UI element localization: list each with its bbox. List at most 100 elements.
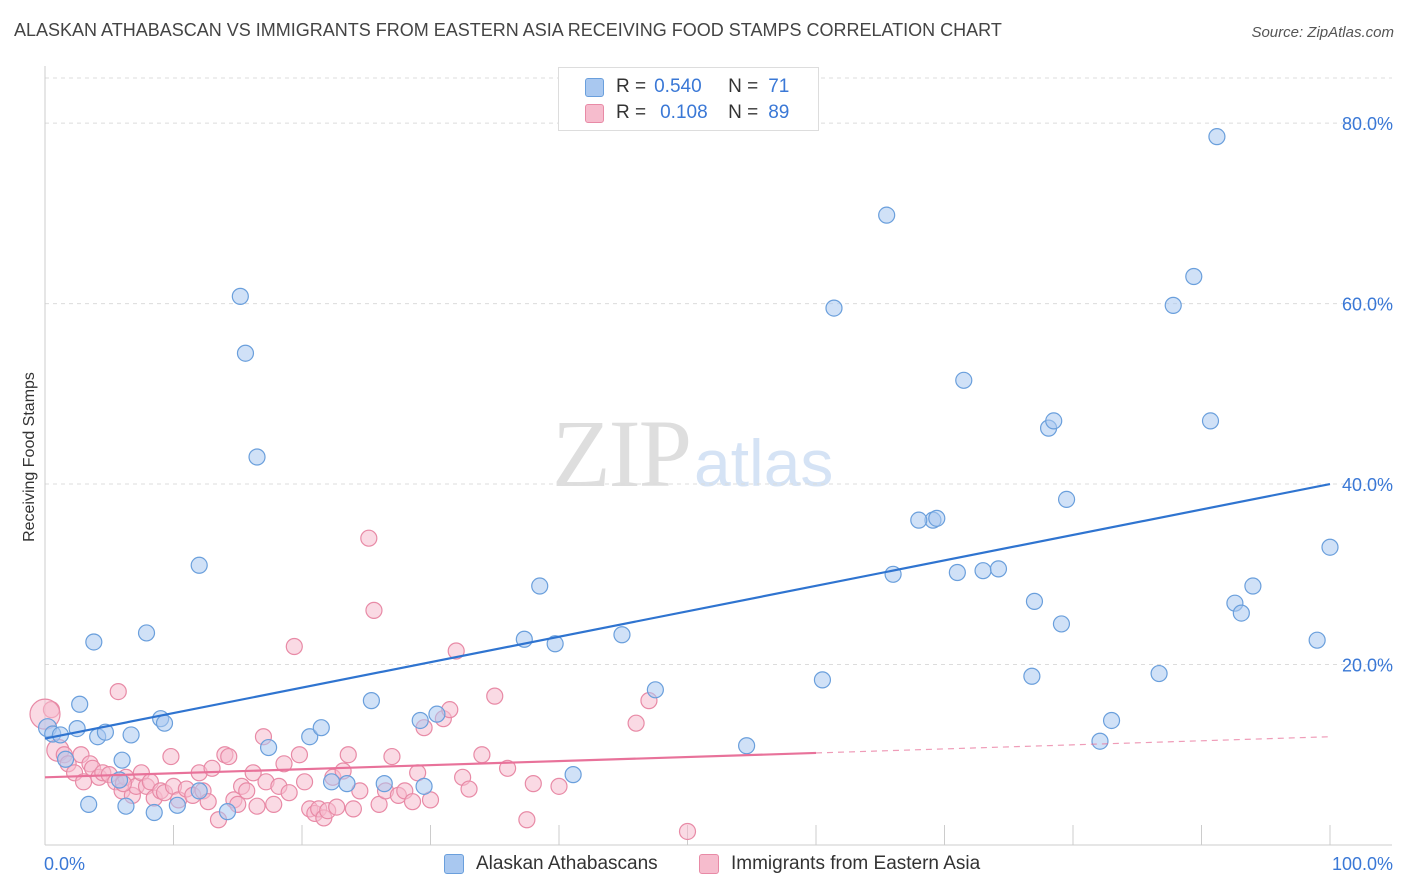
athabascan-point-17 bbox=[155, 714, 174, 732]
athabascan-point-51 bbox=[989, 560, 1008, 578]
series-immigrants-eastern-asia bbox=[29, 529, 697, 841]
athabascan-point-53 bbox=[1025, 592, 1044, 610]
athabascan-point-7 bbox=[85, 633, 103, 651]
athabascan-point-18 bbox=[168, 796, 186, 814]
athabascan-point-52 bbox=[1023, 667, 1041, 685]
athabascan-point-24 bbox=[248, 448, 266, 466]
eastern-asia-point-49 bbox=[290, 746, 309, 764]
athabascan-point-6 bbox=[80, 795, 98, 813]
athabascan-point-39 bbox=[613, 626, 631, 644]
athabascan-point-61 bbox=[1164, 296, 1182, 314]
athabascan-point-40 bbox=[646, 681, 664, 699]
athabascan-point-27 bbox=[312, 719, 330, 737]
trend-lines bbox=[44, 482, 1331, 779]
legend-row-eastern-asia: R = 0.108 N = 89 bbox=[585, 101, 789, 125]
athabascan-point-41 bbox=[738, 737, 756, 755]
eastern-asia-point-13 bbox=[109, 682, 127, 701]
eastern-asia-point-61 bbox=[351, 782, 369, 800]
series-alaskan-athabascans bbox=[37, 128, 1339, 822]
athabascan-point-67 bbox=[1244, 577, 1262, 595]
eastern-asia-point-59 bbox=[339, 746, 357, 764]
athabascan-point-38 bbox=[564, 766, 582, 784]
athabascan-point-5 bbox=[71, 695, 89, 713]
eastern-asia-point-79 bbox=[486, 687, 504, 705]
bottom-legend-swatch-blue bbox=[444, 854, 464, 874]
athabascan-point-12 bbox=[117, 797, 135, 815]
athabascan-point-55 bbox=[1045, 412, 1063, 430]
eastern-asia-point-32 bbox=[203, 759, 221, 777]
athabascan-point-15 bbox=[145, 803, 163, 822]
x-tick-label-max: 100.0% bbox=[1332, 854, 1393, 874]
athabascan-trend-line bbox=[44, 482, 1331, 740]
athabascan-point-68 bbox=[1308, 631, 1326, 649]
athabascan-point-34 bbox=[428, 705, 446, 723]
athabascan-point-31 bbox=[375, 775, 393, 793]
eastern-asia-point-46 bbox=[275, 755, 293, 773]
legend-r-value: 0.108 bbox=[660, 102, 708, 123]
bottom-legend-athabascans: Alaskan Athabascans bbox=[444, 851, 658, 877]
y-tick-label: 80.0% bbox=[1342, 114, 1393, 134]
eastern-asia-point-6 bbox=[74, 773, 93, 791]
athabascan-point-43 bbox=[825, 299, 843, 317]
athabascan-point-44 bbox=[878, 206, 896, 224]
legend-swatch-blue bbox=[585, 77, 604, 97]
athabascan-point-30 bbox=[362, 692, 380, 710]
eastern-asia-trend-extension bbox=[815, 736, 1331, 754]
legend-swatch-pink bbox=[585, 103, 604, 123]
legend-r-value: 0.540 bbox=[654, 76, 702, 97]
legend-n-value: 71 bbox=[768, 76, 790, 97]
bottom-legend-label: Immigrants from Eastern Asia bbox=[731, 853, 981, 874]
athabascan-point-64 bbox=[1208, 128, 1226, 146]
eastern-asia-point-66 bbox=[383, 747, 401, 766]
athabascan-point-36 bbox=[531, 577, 549, 595]
athabascan-point-21 bbox=[218, 803, 237, 821]
eastern-asia-point-24 bbox=[162, 747, 180, 766]
eastern-asia-point-60 bbox=[344, 800, 362, 818]
athabascan-point-66 bbox=[1232, 604, 1250, 622]
bottom-legend-label: Alaskan Athabascans bbox=[476, 853, 658, 874]
correlation-legend: R = 0.540 N = 71 R = 0.108 N = 89 bbox=[558, 67, 819, 131]
athabascan-point-48 bbox=[948, 563, 966, 582]
eastern-asia-point-84 bbox=[627, 714, 645, 732]
eastern-asia-point-78 bbox=[473, 746, 491, 764]
athabascan-point-28 bbox=[322, 773, 341, 791]
eastern-asia-point-40 bbox=[244, 764, 262, 782]
eastern-asia-point-63 bbox=[365, 601, 383, 619]
eastern-asia-trend-line bbox=[44, 751, 817, 779]
eastern-asia-point-50 bbox=[295, 773, 314, 791]
eastern-asia-point-35 bbox=[220, 747, 238, 766]
eastern-asia-point-41 bbox=[248, 797, 266, 815]
legend-row-athabascans: R = 0.540 N = 71 bbox=[585, 75, 789, 99]
eastern-asia-point-47 bbox=[280, 784, 298, 802]
athabascan-point-42 bbox=[813, 671, 832, 689]
athabascan-point-47 bbox=[928, 509, 946, 527]
athabascan-point-70 bbox=[910, 511, 928, 529]
athabascan-point-58 bbox=[1091, 732, 1109, 750]
eastern-asia-point-81 bbox=[518, 811, 536, 829]
eastern-asia-point-86 bbox=[678, 822, 697, 841]
athabascan-point-11 bbox=[113, 751, 131, 769]
eastern-asia-point-80 bbox=[499, 759, 517, 777]
athabascan-point-57 bbox=[1057, 490, 1076, 508]
athabascan-point-49 bbox=[955, 371, 973, 389]
source-credit: Source: ZipAtlas.com bbox=[1251, 24, 1394, 41]
athabascan-point-25 bbox=[259, 738, 278, 757]
tick-labels: 20.0% 40.0% 60.0% 80.0% 0.0% 100.0% bbox=[44, 114, 1393, 874]
axes bbox=[44, 66, 1392, 846]
athabascan-point-37 bbox=[546, 635, 564, 653]
eastern-asia-point-82 bbox=[524, 775, 542, 793]
eastern-asia-point-62 bbox=[360, 529, 378, 547]
athabascan-point-60 bbox=[1150, 664, 1168, 683]
legend-n-label: N = bbox=[728, 102, 759, 123]
chart-title: ALASKAN ATHABASCAN VS IMMIGRANTS FROM EA… bbox=[14, 20, 1002, 40]
bottom-legend-swatch-pink bbox=[699, 854, 719, 874]
eastern-asia-point-69 bbox=[403, 793, 422, 811]
athabascan-point-33 bbox=[415, 777, 433, 795]
eastern-asia-point-83 bbox=[550, 777, 568, 795]
y-tick-label: 60.0% bbox=[1342, 295, 1393, 315]
x-tick-label-min: 0.0% bbox=[44, 854, 85, 874]
athabascan-point-3 bbox=[56, 750, 75, 768]
athabascan-point-63 bbox=[1201, 412, 1220, 430]
athabascan-point-22 bbox=[231, 287, 249, 305]
